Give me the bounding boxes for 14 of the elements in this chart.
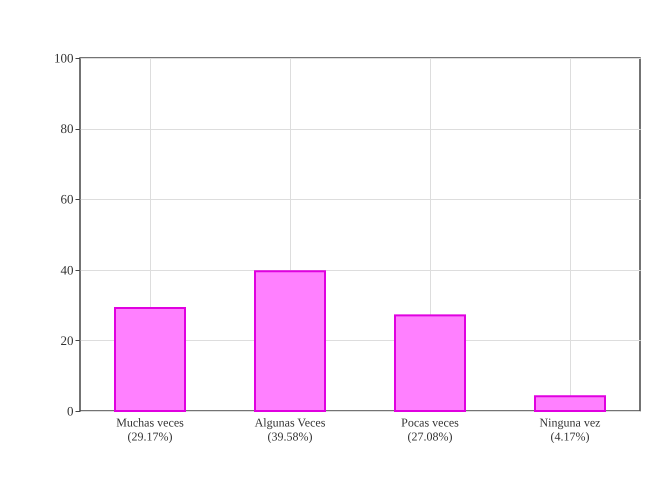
x-tick-label: Muchas veces (29.17%) bbox=[116, 416, 184, 444]
y-tick-label: 20 bbox=[60, 332, 74, 348]
y-tick-label: 0 bbox=[67, 404, 74, 418]
y-tick-label: 60 bbox=[60, 192, 74, 207]
x-tick-label: Pocas veces (27.08%) bbox=[401, 416, 460, 444]
bar bbox=[114, 307, 186, 412]
y-tick-label: 40 bbox=[60, 262, 74, 278]
x-tick-label: Ninguna vez (4.17%) bbox=[540, 416, 600, 444]
y-tick-label: 80 bbox=[60, 121, 74, 136]
y-tick-label: 100 bbox=[54, 50, 74, 66]
bar bbox=[534, 395, 606, 412]
x-tick-label: Algunas Veces (39.58%) bbox=[254, 416, 326, 444]
bar bbox=[394, 314, 466, 412]
bar bbox=[254, 270, 326, 412]
